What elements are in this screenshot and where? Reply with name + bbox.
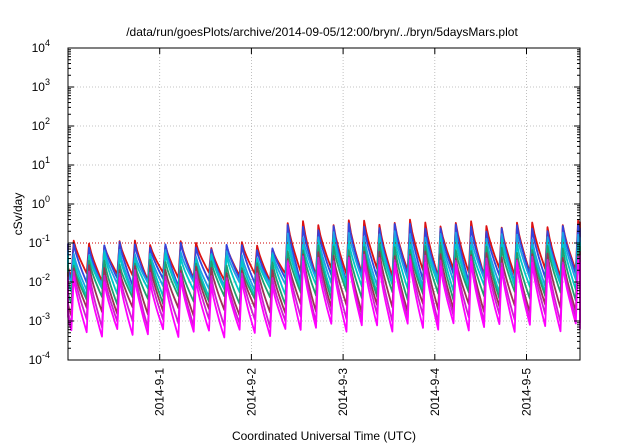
x-tick-label: 2014-9-4 [428,368,442,416]
y-tick-exponent: -2 [42,272,50,282]
y-tick-exponent: 2 [45,116,50,126]
y-tick-label: 10-4 [29,350,50,367]
x-tick-label: 2014-9-5 [520,368,534,416]
y-tick-base: 10 [29,314,43,328]
y-tick-base: 10 [32,197,46,211]
y-tick-base: 10 [32,119,46,133]
y-tick-base: 10 [29,236,43,250]
y-tick-base: 10 [29,275,43,289]
series-layer [67,218,581,339]
y-tick-label: 102 [32,116,50,133]
series-line [67,258,581,339]
y-tick-label: 10-2 [29,272,50,289]
y-tick-label: 10-3 [29,311,50,328]
x-axis-ticks: 2014-9-1 2014-9-2 2014-9-3 2014-9-4 2014-9-5 [153,48,534,416]
y-tick-exponent: 0 [45,194,50,204]
y-tick-exponent: -1 [42,233,50,243]
y-tick-label: 100 [32,194,50,211]
x-tick-label: 2014-9-3 [336,368,350,416]
y-tick-exponent: -3 [42,311,50,321]
x-axis-label: Coordinated Universal Time (UTC) [232,429,416,443]
y-tick-base: 10 [32,158,46,172]
y-tick-exponent: 3 [45,77,50,87]
y-tick-base: 10 [32,80,46,94]
y-axis-label: cSv/day [11,193,25,236]
y-tick-label: 104 [32,38,50,55]
x-tick-label: 2014-9-2 [244,368,258,416]
chart-title: /data/run/goesPlots/archive/2014-09-05/1… [126,25,518,39]
y-tick-base: 10 [32,41,46,55]
y-tick-base: 10 [29,353,43,367]
y-tick-exponent: -4 [42,350,50,360]
y-tick-label: 103 [32,77,50,94]
y-tick-label: 101 [32,155,50,172]
x-tick-label: 2014-9-1 [153,368,167,416]
y-tick-label: 10-1 [29,233,50,250]
y-tick-exponent: 4 [45,38,50,48]
y-tick-exponent: 1 [45,155,50,165]
